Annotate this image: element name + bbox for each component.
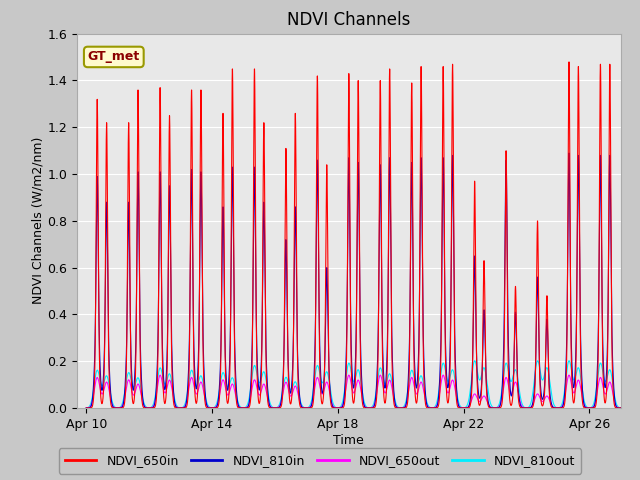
Y-axis label: NDVI Channels (W/m2/nm): NDVI Channels (W/m2/nm)	[31, 137, 44, 304]
Text: GT_met: GT_met	[88, 50, 140, 63]
X-axis label: Time: Time	[333, 433, 364, 446]
Legend: NDVI_650in, NDVI_810in, NDVI_650out, NDVI_810out: NDVI_650in, NDVI_810in, NDVI_650out, NDV…	[59, 448, 581, 474]
Title: NDVI Channels: NDVI Channels	[287, 11, 410, 29]
